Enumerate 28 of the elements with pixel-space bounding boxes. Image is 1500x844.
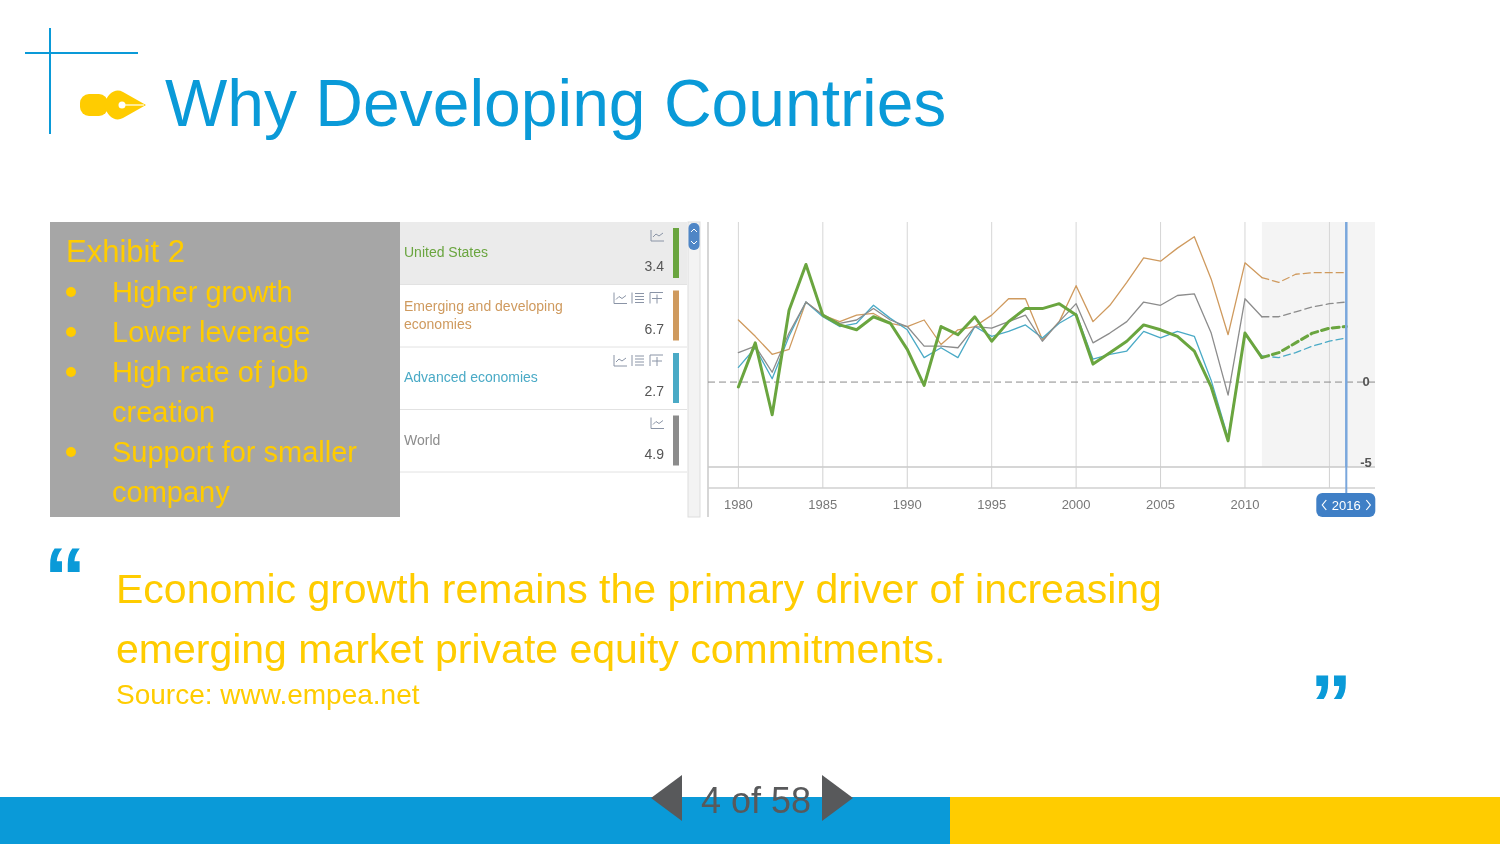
x-tick-label: 1990 (892, 497, 922, 512)
source-note: Source: www.empea.net (116, 679, 420, 710)
text: 4.9 (644, 445, 665, 462)
text: Lower leverage (112, 316, 311, 348)
text: Support for smaller company (112, 436, 358, 508)
text: Higher growth (112, 276, 293, 308)
y-tick-label: 0 (1362, 373, 1370, 389)
ref-line-label: 2016 (1331, 498, 1361, 513)
text: 2.7 (644, 383, 665, 399)
text: Economic growth remains the primary driver of increasing emerging market private equity commitments. (116, 566, 1162, 672)
x-tick-label: 1995 (977, 497, 1007, 512)
text: World (404, 431, 441, 448)
chart-title: Why Developing Countries (165, 66, 947, 140)
text: High rate of job creation (112, 356, 309, 428)
text: “ (44, 530, 86, 624)
x-tick-label: 2010 (1230, 497, 1260, 512)
x-tick-label: 2000 (1061, 497, 1091, 512)
x-tick-label: 1980 (723, 497, 753, 512)
text: Emerging and developing economies (404, 297, 563, 332)
x-tick-label: 1985 (808, 497, 838, 512)
text: United States (404, 243, 489, 260)
text: 3.4 (644, 258, 665, 274)
text: 6.7 (644, 320, 665, 337)
text: Advanced economies (404, 368, 538, 385)
y-tick-label: -5 (1360, 455, 1372, 471)
x-tick-label: 2005 (1146, 497, 1176, 512)
text: ” (1310, 657, 1352, 751)
text: Exhibit 2 (66, 234, 185, 269)
